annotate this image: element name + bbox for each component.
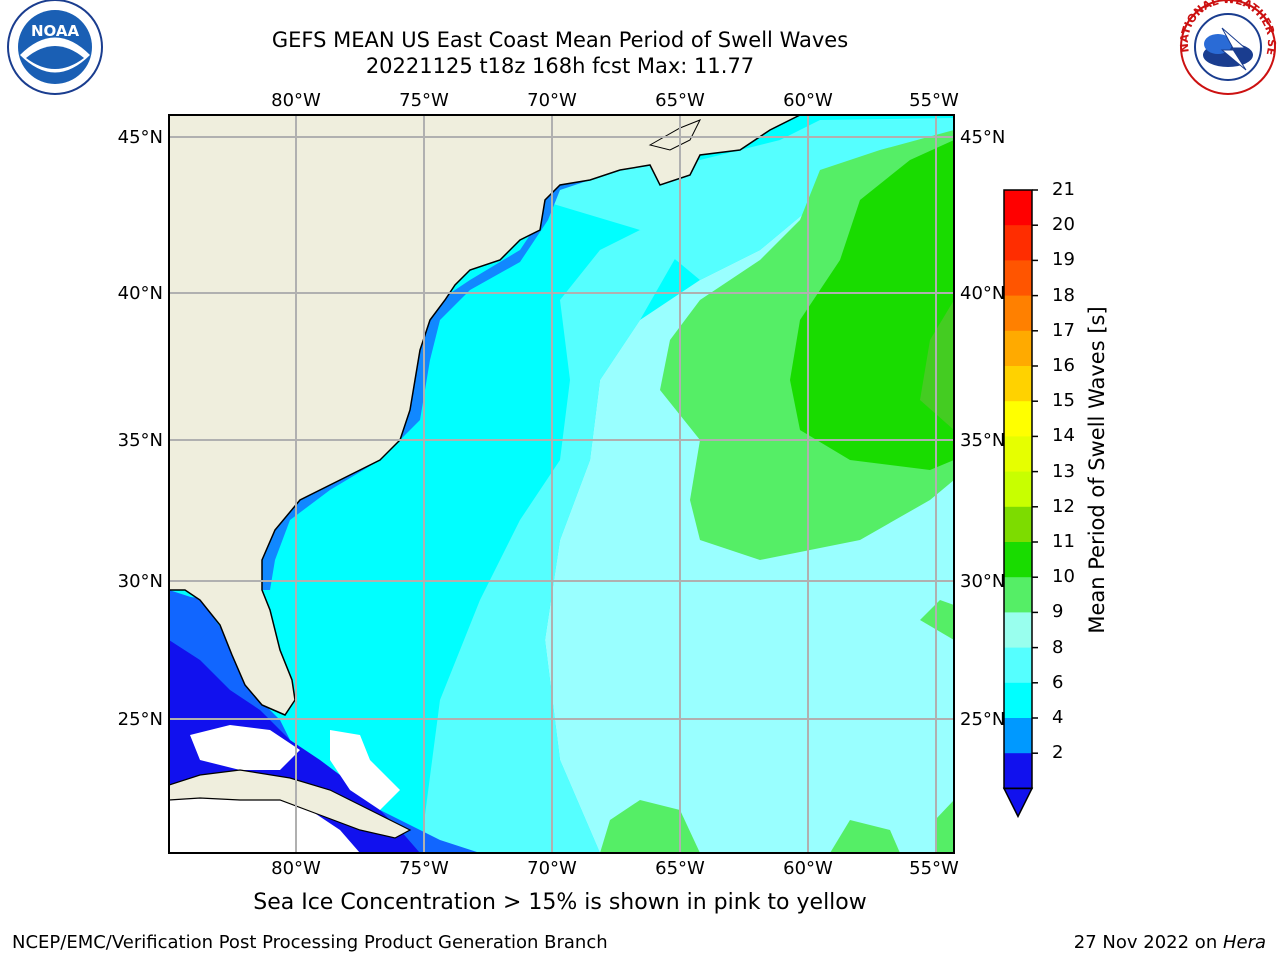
colorbar-tick-label: 4 (1052, 707, 1064, 728)
producer-credit: NCEP/EMC/Verification Post Processing Pr… (12, 932, 608, 953)
colorbar-tick-label: 8 (1052, 636, 1064, 658)
colorbar-tick-label: 20 (1052, 214, 1075, 236)
map-frame (168, 114, 955, 854)
colorbar-segment (1004, 260, 1032, 297)
colorbar-title: Mean Period of Swell Waves [s] (1085, 306, 1109, 634)
chart-subtitle-run: 20221125 t18z 168h fcst Max: 11.77 (365, 54, 755, 78)
lon-label-bottom-70w: 70°W (527, 858, 577, 879)
graticule (169, 115, 954, 853)
colorbar-segment (1004, 718, 1032, 754)
lat-label-left-35n: 35°N (118, 430, 163, 451)
colorbar-segment (1004, 682, 1032, 719)
nws-logo: NATIONAL WEATHER SERVICE (0, 0, 1278, 95)
colorbar-segment (1004, 401, 1032, 437)
chart-title: GEFS MEAN US East Coast Mean Period of S… (271, 28, 849, 52)
generation-date: 27 Nov 2022 on Hera (1074, 932, 1266, 953)
colorbar-segment (1004, 330, 1032, 367)
colorbar-tick-label: 16 (1052, 355, 1075, 376)
colorbar-tick-label: 14 (1052, 425, 1075, 447)
lat-label-right-25n: 25°N (960, 709, 1005, 730)
host-name: Hera (1222, 932, 1266, 953)
colorbar-tick-label: 15 (1052, 390, 1075, 412)
colorbar-segment (1004, 577, 1032, 613)
lon-label-top-55w: 55°W (909, 90, 959, 111)
colorbar-segment (1004, 295, 1032, 332)
svg-text:NATIONAL WEATHER SERVICE: NATIONAL WEATHER SERVICE (0, 0, 1278, 56)
lat-label-right-40n: 40°N (960, 283, 1005, 304)
colorbar-tick-label: 12 (1052, 495, 1075, 517)
lat-label-left-25n: 25°N (118, 709, 163, 730)
colorbar-tick-label: 19 (1052, 249, 1075, 271)
lat-label-right-45n: 45°N (960, 127, 1005, 148)
lon-label-bottom-55w: 55°W (909, 858, 959, 879)
lon-label-top-80w: 80°W (271, 90, 321, 111)
lon-label-bottom-65w: 65°W (655, 858, 705, 879)
colorbar (1002, 189, 1038, 819)
colorbar-tick-label: 18 (1052, 284, 1075, 306)
nws-logo-ring-text: NATIONAL WEATHER SERVICE (0, 0, 1278, 56)
lat-label-left-45n: 45°N (118, 127, 163, 148)
lon-label-bottom-60w: 60°W (783, 858, 833, 879)
colorbar-tick-label: 9 (1052, 601, 1064, 623)
noaa-logo-text: NOAA (31, 22, 80, 40)
colorbar-extend-arrow (1002, 787, 1034, 819)
generation-date-text: 27 Nov 2022 on (1073, 932, 1223, 953)
colorbar-segment (1004, 506, 1032, 543)
colorbar-segment (1004, 471, 1032, 508)
colorbar-segment (1004, 647, 1032, 684)
colorbar-segment (1004, 436, 1032, 473)
lat-label-right-30n: 30°N (960, 571, 1005, 592)
colorbar-tick-label: 21 (1052, 179, 1075, 200)
noaa-logo: NOAA (7, 0, 103, 95)
lat-label-right-35n: 35°N (960, 430, 1005, 451)
colorbar-frame (1003, 189, 1033, 790)
colorbar-tick-label: 13 (1052, 460, 1075, 482)
colorbar-segment (1004, 225, 1032, 261)
sea-ice-note: Sea Ice Concentration > 15% is shown in … (253, 890, 867, 915)
lat-label-left-40n: 40°N (118, 283, 163, 304)
land-mask (169, 115, 801, 839)
lon-label-bottom-80w: 80°W (271, 858, 321, 879)
lat-label-left-30n: 30°N (118, 571, 163, 592)
lon-label-top-65w: 65°W (655, 90, 705, 111)
lon-label-top-75w: 75°W (399, 90, 449, 111)
colorbar-tick-label: 2 (1052, 742, 1064, 764)
colorbar-segment (1004, 542, 1032, 578)
colorbar-tick-label: 10 (1052, 566, 1075, 588)
colorbar-segment (1004, 753, 1032, 789)
lon-label-top-70w: 70°W (527, 90, 577, 111)
lon-label-bottom-75w: 75°W (399, 858, 449, 879)
colorbar-segment (1004, 190, 1032, 226)
colorbar-segment (1004, 366, 1032, 402)
colorbar-tick-label: 11 (1052, 531, 1075, 552)
lon-label-top-60w: 60°W (783, 90, 833, 111)
colorbar-segment (1004, 612, 1032, 649)
colorbar-tick-label: 6 (1052, 671, 1064, 693)
colorbar-tick-label: 17 (1052, 319, 1075, 341)
